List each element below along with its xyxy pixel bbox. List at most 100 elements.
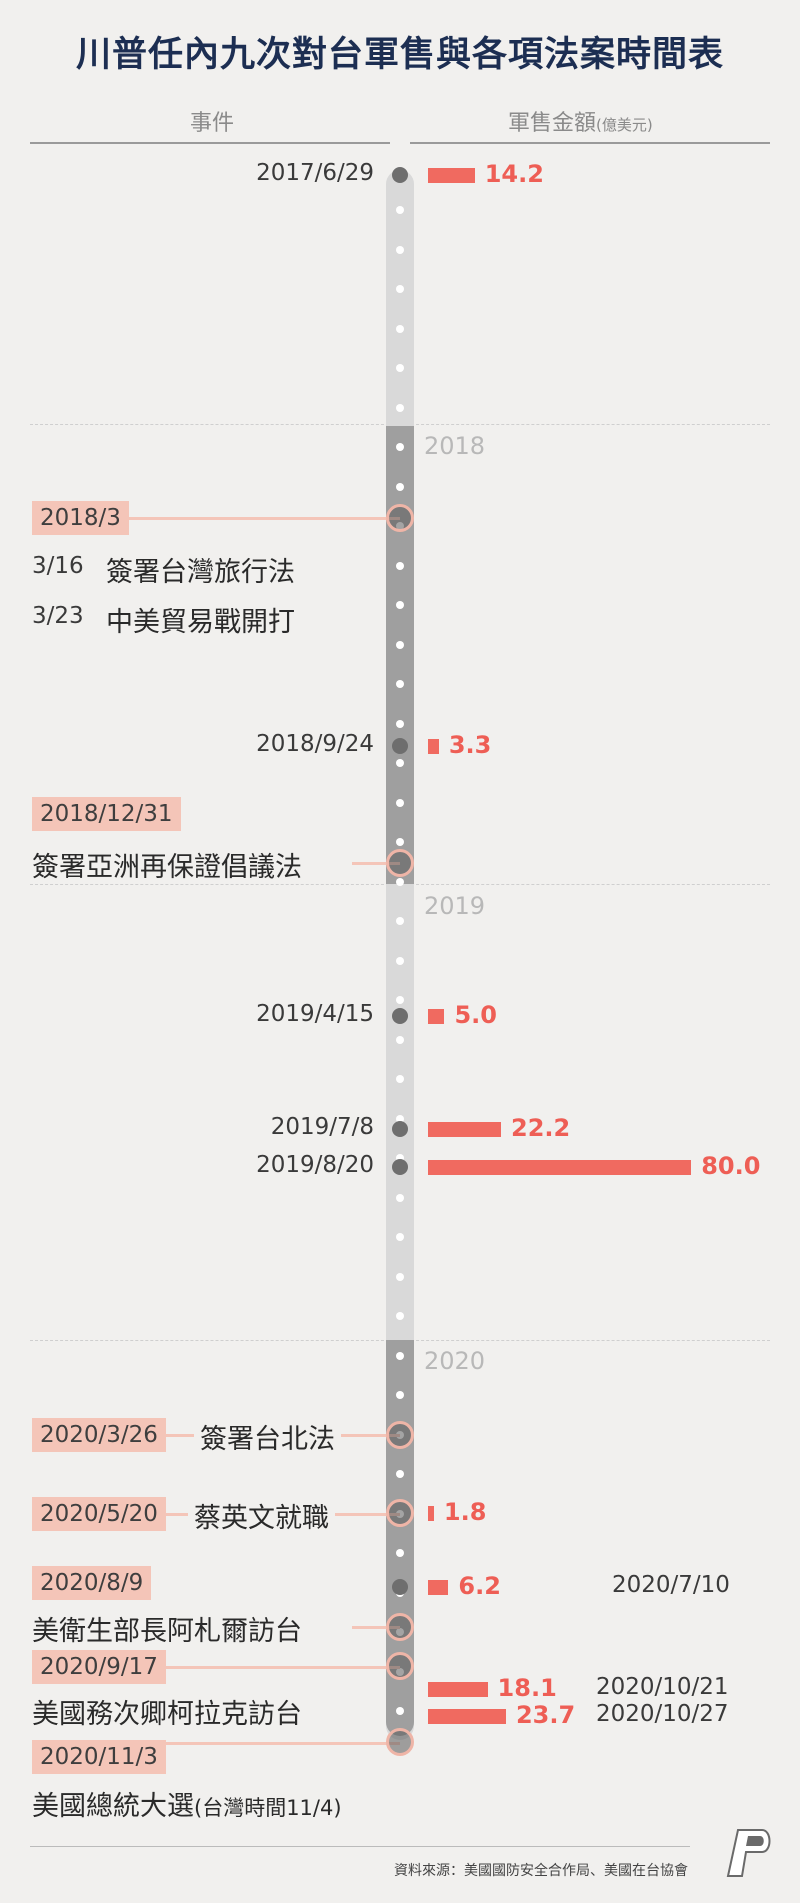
timeline-tick xyxy=(396,245,404,254)
timeline-tick xyxy=(396,1549,404,1557)
value-label: 80.0 xyxy=(701,1152,761,1180)
bar xyxy=(428,168,475,183)
year-label-2019: 2019 xyxy=(424,892,486,920)
timeline-node xyxy=(392,1008,408,1024)
bar xyxy=(428,1682,488,1697)
timeline-tick xyxy=(396,561,404,570)
timeline-tick xyxy=(396,838,404,846)
event-connector xyxy=(40,1666,400,1669)
event-text-main: 美國總統大選 xyxy=(32,1791,194,1822)
date-label: 2020/7/10 xyxy=(612,1572,730,1598)
event-text: 中美貿易戰開打 xyxy=(106,607,295,638)
timeline-tick xyxy=(396,206,404,214)
events-column-header: 事件 xyxy=(190,111,235,136)
timeline-tick xyxy=(396,1707,404,1715)
event-marker xyxy=(386,849,414,877)
timeline-node xyxy=(392,1121,408,1137)
bar xyxy=(428,1160,692,1175)
event-date-tag: 2020/9/17 xyxy=(32,1650,166,1684)
year-label-2018: 2018 xyxy=(424,432,486,460)
event-connector xyxy=(40,517,400,520)
bar xyxy=(428,1009,445,1024)
chart-title: 川普任內九次對台軍售與各項法案時間表 xyxy=(75,35,724,75)
timeline-tick xyxy=(396,324,404,333)
event-marker xyxy=(386,1421,414,1449)
timeline-tick xyxy=(396,601,404,609)
value-label: 5.0 xyxy=(454,1001,497,1029)
event-text-note: (台灣時間11/4) xyxy=(194,1796,342,1820)
timeline-tick xyxy=(396,1154,404,1162)
timeline-tick xyxy=(396,956,404,965)
timeline-band-2018 xyxy=(386,426,414,884)
bar xyxy=(428,739,439,754)
value-label: 18.1 xyxy=(497,1674,557,1702)
bar xyxy=(428,1709,506,1724)
date-label: 2020/10/21 xyxy=(596,1674,729,1700)
event-text: 蔡英文就職 xyxy=(188,1496,335,1535)
timeline-tick xyxy=(396,1114,404,1123)
value-label: 3.3 xyxy=(448,731,492,759)
timeline-tick xyxy=(396,1193,404,1202)
amount-header-label: 軍售金額 xyxy=(508,111,597,136)
event-date-tag: 2018/3 xyxy=(32,501,129,535)
date-label: 2020/10/27 xyxy=(596,1701,729,1727)
timeline-tick xyxy=(396,996,404,1004)
events-header-rule xyxy=(30,142,390,144)
value-label: 22.2 xyxy=(511,1114,571,1142)
timeline-tick xyxy=(396,1312,404,1320)
date-label: 2019/4/15 xyxy=(256,1001,374,1027)
timeline-node xyxy=(392,1579,408,1595)
event-marker xyxy=(386,1499,414,1527)
timeline-tick xyxy=(396,1351,404,1360)
date-label: 2019/7/8 xyxy=(270,1114,374,1140)
timeline-tick xyxy=(396,719,404,728)
event-connector xyxy=(40,1742,400,1745)
timeline-tick xyxy=(396,877,404,886)
event-subdate: 3/16 xyxy=(32,553,84,579)
date-label: 2019/8/20 xyxy=(256,1152,374,1178)
event-text: 美衛生部長阿札爾訪台 xyxy=(32,1616,302,1647)
timeline-tick xyxy=(396,1035,404,1044)
timeline-tick xyxy=(396,759,404,767)
amount-header-rule xyxy=(410,142,770,144)
year-label-2020: 2020 xyxy=(424,1347,486,1375)
timeline-tick xyxy=(396,640,404,649)
timeline-tick xyxy=(396,364,404,372)
timeline-tick xyxy=(396,917,404,925)
timeline-tick xyxy=(396,680,404,688)
amount-header-unit: (億美元) xyxy=(596,116,653,134)
timeline-tick xyxy=(396,443,404,451)
amount-column-header: 軍售金額(億美元) xyxy=(508,105,653,137)
bar xyxy=(428,1506,434,1521)
timeline-tick xyxy=(396,798,404,807)
date-label: 2018/9/24 xyxy=(256,731,374,757)
event-text: 簽署台灣旅行法 xyxy=(106,557,295,588)
timeline-tick xyxy=(396,1233,404,1241)
event-marker xyxy=(386,1728,414,1756)
timeline-node xyxy=(392,167,408,183)
event-date-tag: 2020/3/26 xyxy=(32,1418,166,1452)
timeline-tick xyxy=(396,1391,404,1399)
event-marker xyxy=(386,1652,414,1680)
source-note: 資料來源：美國國防安全合作局、美國在台協會 xyxy=(394,1863,688,1879)
timeline-tick xyxy=(396,403,404,412)
event-subdate: 3/23 xyxy=(32,603,84,629)
event-marker xyxy=(386,504,414,532)
bar xyxy=(428,1580,449,1595)
event-date-tag: 2018/12/31 xyxy=(32,797,181,831)
value-label: 1.8 xyxy=(443,1498,487,1526)
timeline-node xyxy=(392,738,408,754)
timeline-node xyxy=(392,1159,408,1175)
footer-rule xyxy=(30,1846,690,1847)
event-connector xyxy=(352,1626,400,1629)
event-date-tag: 2020/8/9 xyxy=(32,1566,152,1600)
publisher-logo-icon xyxy=(726,1829,771,1877)
event-marker xyxy=(386,1613,414,1641)
timeline-tick xyxy=(396,1470,404,1478)
value-label: 14.2 xyxy=(484,160,544,188)
value-label: 23.7 xyxy=(515,1701,576,1729)
timeline-tick xyxy=(396,482,404,491)
value-label: 6.2 xyxy=(458,1572,501,1600)
event-connector xyxy=(352,862,400,865)
